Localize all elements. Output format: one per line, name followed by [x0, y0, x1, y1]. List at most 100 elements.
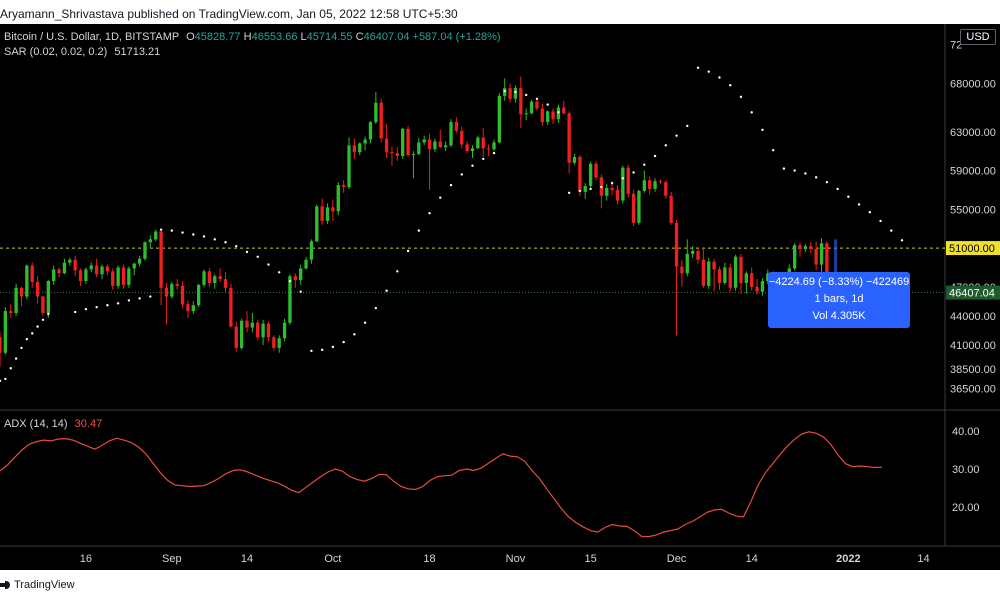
level-price-box — [946, 241, 1000, 256]
time-tick-label: 2022 — [836, 553, 860, 565]
candle-body — [159, 231, 163, 288]
candle-body — [46, 281, 50, 314]
sar-dot — [578, 189, 582, 193]
candle-body — [470, 148, 475, 152]
candle-body — [540, 108, 544, 123]
candle-body — [245, 320, 249, 328]
sar-label: SAR (0.02, 0.02, 0.2) — [4, 46, 108, 58]
candle-body — [368, 122, 373, 140]
time-tick-label: Dec — [667, 553, 687, 565]
candle-body — [744, 273, 748, 283]
sar-dot — [449, 183, 453, 187]
sar-dot — [729, 84, 732, 87]
candle-body — [175, 283, 179, 286]
candle-body — [288, 276, 292, 323]
candle-body — [223, 279, 228, 288]
adx-legend: ADX (14, 14) 30.47 — [4, 418, 102, 430]
sar-dot — [535, 97, 539, 101]
candle-body — [384, 138, 389, 153]
price-tick-label: 38500.00 — [950, 364, 996, 376]
adx-tick-label: 30.00 — [952, 464, 980, 476]
candle-body — [202, 271, 206, 285]
candle-body — [197, 284, 201, 306]
candle-body — [508, 88, 512, 99]
sar-dot — [600, 185, 603, 189]
sar-dot — [170, 229, 174, 232]
candle-body — [733, 256, 738, 288]
sar-dot — [492, 151, 496, 155]
symbol-label: Bitcoin / U.S. Dollar, 1D, BITSTAMP — [4, 31, 180, 43]
candle-body — [320, 206, 324, 221]
candle-body — [433, 141, 437, 150]
sar-dot — [686, 124, 689, 128]
sar-dot — [95, 306, 98, 309]
sar-dot — [299, 290, 302, 293]
candle-body — [52, 269, 56, 282]
candle-body — [9, 311, 13, 314]
time-tick-label: 14 — [241, 553, 253, 565]
price-tick-label: 63000.00 — [950, 127, 996, 139]
candle-body — [476, 137, 480, 149]
sar-dot — [567, 191, 571, 195]
candle-body — [642, 180, 646, 191]
candle-body — [513, 88, 518, 99]
candle-body — [352, 145, 357, 153]
candle-body — [309, 241, 314, 260]
sar-dot — [439, 196, 442, 199]
candle-body — [266, 323, 271, 338]
sar-dot — [224, 241, 227, 244]
tooltip-line3: Vol 4.305K — [812, 310, 866, 322]
candle-body — [57, 269, 61, 274]
candle-body — [492, 142, 496, 150]
tooltip-line2: 1 bars, 1d — [814, 293, 864, 305]
currency-button[interactable]: USD — [960, 29, 996, 45]
candle-body — [701, 259, 706, 286]
sar-dot — [0, 379, 2, 383]
sar-dot — [653, 154, 657, 158]
candle-body — [792, 245, 797, 269]
candles-layer — [0, 76, 867, 367]
sar-dot — [621, 177, 625, 180]
candle-body — [637, 190, 641, 223]
sar-dot — [718, 76, 721, 79]
tradingview-brand[interactable]: TradingView — [0, 579, 75, 591]
low-label: L — [300, 31, 307, 43]
sar-dot — [149, 295, 152, 298]
candle-body — [750, 273, 754, 287]
price-tick-label: 55000.00 — [950, 204, 996, 216]
published-text: Aryamann_Shrivastava published on Tradin… — [0, 7, 458, 21]
candle-body — [347, 145, 351, 188]
candle-body — [690, 250, 695, 254]
sar-dot — [320, 348, 324, 352]
sar-dot — [857, 203, 861, 206]
candle-body — [535, 101, 539, 109]
sar-dot — [879, 219, 882, 223]
chart-svg[interactable]: 36500.0038500.0041000.0044000.0047000.00… — [0, 24, 1000, 570]
sar-dot — [138, 297, 141, 300]
candle-body — [0, 337, 2, 353]
candle-body — [825, 243, 829, 282]
candle-body — [239, 320, 244, 348]
time-tick-label: Oct — [324, 553, 341, 565]
sar-dot — [707, 70, 710, 73]
adx-tick-label: 20.00 — [952, 502, 980, 514]
candle-body — [78, 270, 83, 282]
sar-dot — [14, 357, 18, 360]
sar-dot — [460, 173, 463, 176]
sar-dot — [288, 279, 292, 283]
candle-body — [358, 143, 362, 153]
candle-body — [680, 266, 684, 274]
sar-dot — [213, 238, 216, 241]
sar-dot — [159, 228, 163, 231]
candle-body — [363, 139, 367, 144]
candle-body — [615, 189, 620, 201]
candle-body — [648, 180, 652, 189]
axis-layer: 36500.0038500.0041000.0044000.0047000.00… — [80, 40, 1000, 565]
sar-dot — [31, 332, 34, 335]
candle-body — [304, 259, 308, 269]
candle-body — [803, 246, 808, 250]
candle-body — [68, 259, 72, 263]
sar-dot — [632, 171, 635, 174]
sar-dot — [696, 66, 700, 70]
low-value: 45714.55 — [306, 31, 353, 43]
